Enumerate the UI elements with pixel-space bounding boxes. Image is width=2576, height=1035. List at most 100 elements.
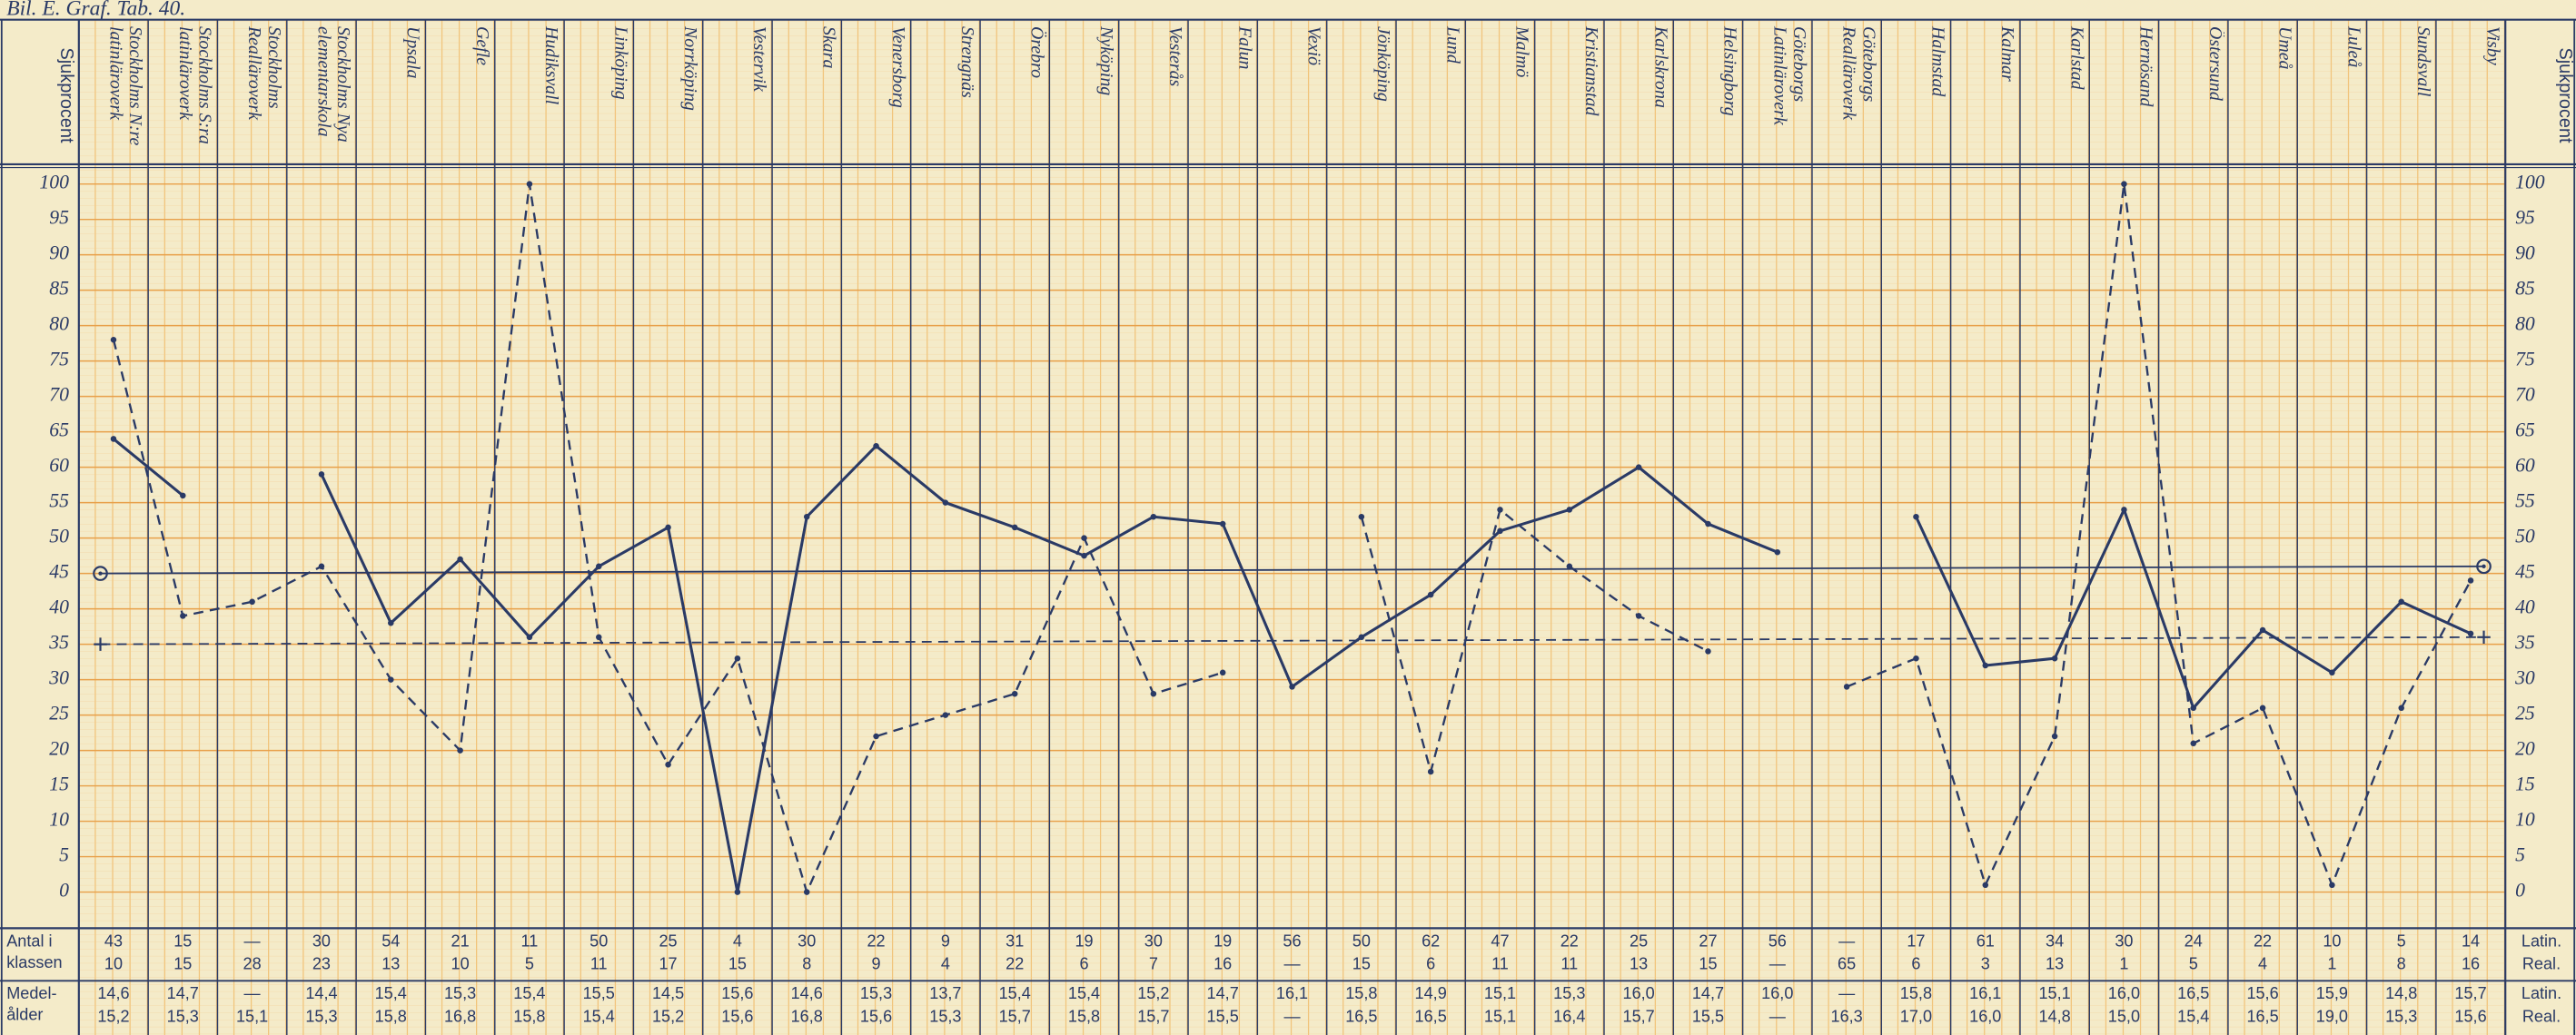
table-value: 15,3 [859,985,893,1004]
table-value: 15,3 [166,1009,199,1027]
data-point [1635,613,1642,619]
table-value: 25 [1630,932,1649,951]
row-sublabel: Real. [2522,956,2561,975]
data-point [1427,591,1434,598]
reference-marker-dot [98,571,103,576]
table-value: 9 [871,956,881,975]
table-value: 16,3 [1830,1009,1863,1027]
data-point [1427,768,1434,775]
data-point [1913,655,1919,662]
data-point [2329,882,2335,889]
table-value: 15,2 [1137,985,1170,1004]
table-value: 16,0 [1761,985,1794,1004]
y-tick-label-right: 35 [2514,632,2535,654]
table-value: — [1283,956,1301,975]
table-value: 17 [659,956,678,975]
data-point [1913,513,1919,520]
table-value: 15,0 [2107,1009,2141,1027]
table-value: — [243,985,261,1004]
column-header: Kristianstad [1580,25,1601,116]
table-value: 19 [1075,932,1094,951]
data-point [596,563,602,570]
data-point [803,889,810,895]
table-value: 14,4 [305,985,338,1004]
data-point [1358,634,1365,641]
table-value: — [1769,1009,1786,1027]
column-header: Kalmar [1996,25,2017,82]
data-point [249,598,255,606]
column-header: Halmstad [1927,25,1947,97]
table-value: 1 [2327,956,2337,975]
table-value: 14,6 [790,985,823,1004]
data-point [1011,690,1018,697]
table-value: 15,1 [2038,985,2071,1004]
table-value: 16,5 [2177,985,2210,1004]
data-point [1219,520,1226,527]
data-point [665,524,671,531]
y-tick-label: 15 [49,774,69,795]
column-header: Jönköping [1372,25,1393,102]
data-point [2259,705,2266,712]
y-tick-label: 60 [49,455,69,477]
y-tick-label: 70 [49,384,69,406]
y-tick-label-right: 15 [2515,774,2535,795]
table-value: — [1283,1009,1301,1027]
column-header: Stockholms S:ra latinläroverk [174,25,214,144]
table-value: 15,6 [2454,1009,2487,1027]
table-value: 28 [243,956,262,975]
reference-marker [93,566,108,581]
data-point [803,513,810,520]
column-header: Linköping [610,25,630,100]
data-point [2051,733,2058,740]
column-header: Umeå [2274,25,2294,70]
data-point [2398,598,2404,606]
reference-line [100,565,2484,575]
reference-marker [2477,630,2491,645]
table-value: 15,5 [582,985,615,1004]
y-tick-label-right: 30 [2514,667,2535,689]
y-tick-label: 35 [48,632,69,654]
row-label: Antal i klassen [6,932,63,973]
table-value: 11 [1560,956,1579,975]
table-value: 5 [524,956,534,975]
y-tick-label: 30 [48,667,69,689]
table-value: 16,8 [790,1009,823,1027]
table-value: 16,5 [2246,1009,2279,1027]
table-value: 5 [2396,932,2406,951]
table-value: 4 [940,956,950,975]
table-value: 15,3 [2385,1009,2418,1027]
table-value: 8 [802,956,812,975]
table-value: 5 [2188,956,2198,975]
table-value: 10 [451,956,470,975]
data-point [1635,464,1642,470]
table-value: 15,8 [513,1009,546,1027]
column-header: Lund [1442,25,1462,64]
table-value: 15 [173,956,193,975]
column-header: Göteborgs Latinläroverk [1769,25,1809,125]
table-value: 6 [1426,956,1436,975]
data-point [318,471,325,478]
table-value: — [1838,932,1856,951]
table-value: 43 [104,932,124,951]
table-value: 16,1 [1275,985,1309,1004]
y-tick-label-right: 95 [2515,207,2535,229]
data-point [942,712,949,718]
table-value: 15,7 [998,1009,1031,1027]
table-value: 61 [1976,932,1995,951]
column-header: Helsingborg [1719,25,1739,116]
data-point [2398,705,2404,712]
data-point [1566,563,1573,570]
table-value: 14 [2461,932,2481,951]
table-value: 15,4 [513,985,546,1004]
table-value: 15,6 [721,1009,754,1027]
column-header: Venersborg [887,25,908,108]
y-tick-label: 100 [39,172,69,193]
table-value: 23 [312,956,331,975]
table-value: 15,3 [1553,985,1586,1004]
column-header: Gefle [471,25,492,66]
table-value: 15,5 [1206,1009,1239,1027]
table-value: 16,0 [1969,1009,2002,1027]
table-value: 9 [940,932,950,951]
table-value: 16,0 [1622,985,1655,1004]
table-value: 16,1 [1969,985,2002,1004]
